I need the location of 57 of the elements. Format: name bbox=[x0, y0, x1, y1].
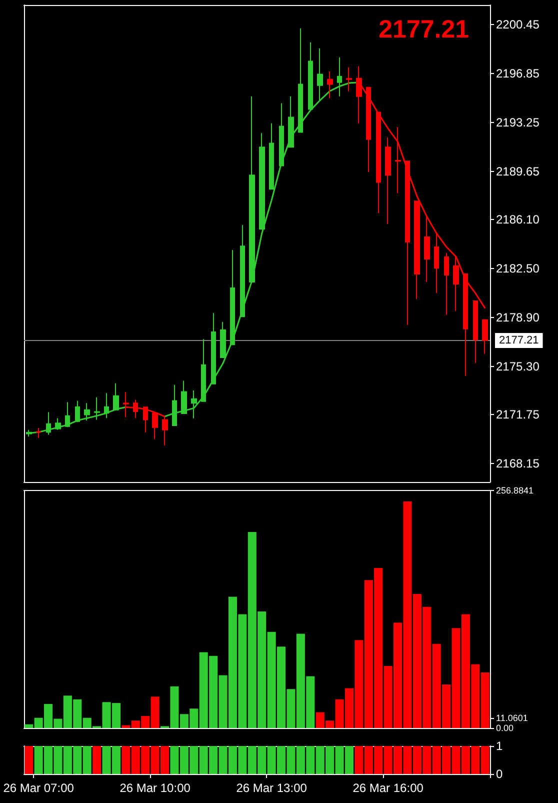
y-tick-label: 2175.30 bbox=[496, 359, 540, 374]
candlestick bbox=[473, 300, 478, 364]
y-tick-label: 11.0601 bbox=[496, 712, 528, 723]
candlestick bbox=[482, 319, 488, 354]
candlestick bbox=[240, 224, 245, 318]
y-tick-label: 2168.15 bbox=[496, 456, 540, 471]
y-tick-label: 2186.10 bbox=[496, 212, 540, 227]
candlestick bbox=[259, 132, 265, 230]
y-tick-label: 0 bbox=[496, 767, 503, 781]
candlestick bbox=[434, 231, 439, 294]
candlestick bbox=[36, 428, 41, 439]
y-tick-label: 2182.50 bbox=[496, 262, 540, 276]
x-tick-label: 26 Mar 16:00 bbox=[352, 781, 424, 795]
y-tick-label: 2178.90 bbox=[496, 310, 540, 325]
candlestick bbox=[113, 382, 119, 412]
x-tick-label: 26 Mar 13:00 bbox=[236, 781, 308, 795]
candlestick bbox=[463, 273, 468, 376]
x-tick-label: 26 Mar 10:00 bbox=[120, 781, 191, 795]
y-tick-label: 2200.45 bbox=[496, 18, 540, 32]
candlestick bbox=[84, 402, 90, 421]
chart-title: 2177.21 bbox=[378, 16, 470, 44]
candlestick bbox=[104, 392, 109, 419]
candlestick bbox=[453, 256, 459, 312]
candlestick bbox=[366, 86, 371, 173]
candlestick bbox=[249, 96, 255, 282]
candlestick bbox=[414, 200, 420, 300]
candlestick bbox=[172, 384, 177, 426]
candlestick bbox=[376, 112, 381, 214]
y-tick-label: 2189.65 bbox=[496, 164, 540, 178]
candlestick bbox=[75, 400, 80, 423]
candlestick bbox=[385, 136, 391, 225]
y-tick-label: 2171.75 bbox=[496, 408, 540, 422]
candlestick bbox=[405, 160, 410, 326]
candlestick bbox=[65, 402, 70, 428]
y-tick-label: 256.8841 bbox=[496, 486, 534, 496]
candlestick bbox=[327, 70, 333, 99]
candlestick bbox=[279, 102, 284, 166]
candlestick bbox=[424, 216, 430, 282]
candlestick bbox=[55, 418, 61, 430]
x-tick-label: 26 Mar 07:00 bbox=[3, 781, 74, 795]
candlestick bbox=[181, 380, 187, 414]
candlestick bbox=[269, 122, 274, 190]
y-tick-label: 1 bbox=[496, 739, 503, 753]
candlestick bbox=[211, 312, 216, 384]
candlestick bbox=[288, 96, 294, 148]
candlestick bbox=[444, 252, 449, 316]
ref-line-label: 2177.21 bbox=[499, 334, 539, 347]
candlestick bbox=[230, 250, 235, 346]
candlestick bbox=[220, 321, 226, 358]
y-tick-label: 2196.85 bbox=[496, 66, 540, 81]
candlestick bbox=[346, 66, 352, 92]
y-tick-label: 2193.25 bbox=[496, 116, 540, 130]
candlestick bbox=[201, 338, 206, 402]
candlestick bbox=[94, 396, 100, 420]
y-tick-label: 0.00 bbox=[496, 723, 514, 733]
candlestick bbox=[191, 390, 197, 419]
candlestick bbox=[395, 126, 401, 194]
